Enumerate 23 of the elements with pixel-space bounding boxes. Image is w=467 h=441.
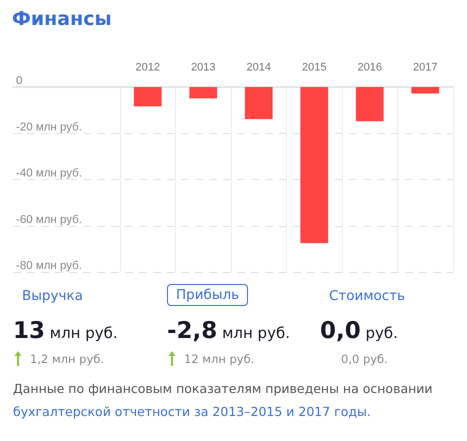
x-tick-label: 2012 [136, 62, 160, 74]
text: Выручка [22, 288, 83, 304]
text: -2,8 млн руб. [167, 318, 290, 344]
text: 12 млн руб. [184, 352, 254, 366]
y-tick-label: -40 млн руб. [16, 168, 82, 180]
text: Стоимость [329, 288, 406, 304]
x-tick-label: 2013 [191, 62, 216, 74]
y-tick-label: 0 [16, 75, 22, 87]
chart-title: Финансы [12, 8, 112, 30]
y-tick-label: -80 млн руб. [16, 260, 82, 272]
text: Прибыль [167, 284, 248, 306]
text: бухгалтерской отчетности за 2013–2015 и 2017 годы. [13, 404, 371, 419]
y-tick-label: -60 млн руб. [16, 214, 82, 226]
text: 1,2 млн руб. [30, 352, 104, 366]
text: 0,0 руб. [341, 352, 388, 366]
y-tick-label: -20 млн руб. [16, 121, 82, 134]
text: 0,0 руб. [320, 318, 398, 344]
x-tick-label: 2014 [246, 62, 271, 74]
x-tick-label: 2015 [302, 62, 326, 74]
text: 13 млн руб. [13, 318, 118, 344]
x-tick-label: 2017 [413, 62, 438, 74]
x-tick-label: 2016 [358, 62, 382, 74]
text: Данные по финансовым показателям приведены на основании [13, 381, 433, 396]
